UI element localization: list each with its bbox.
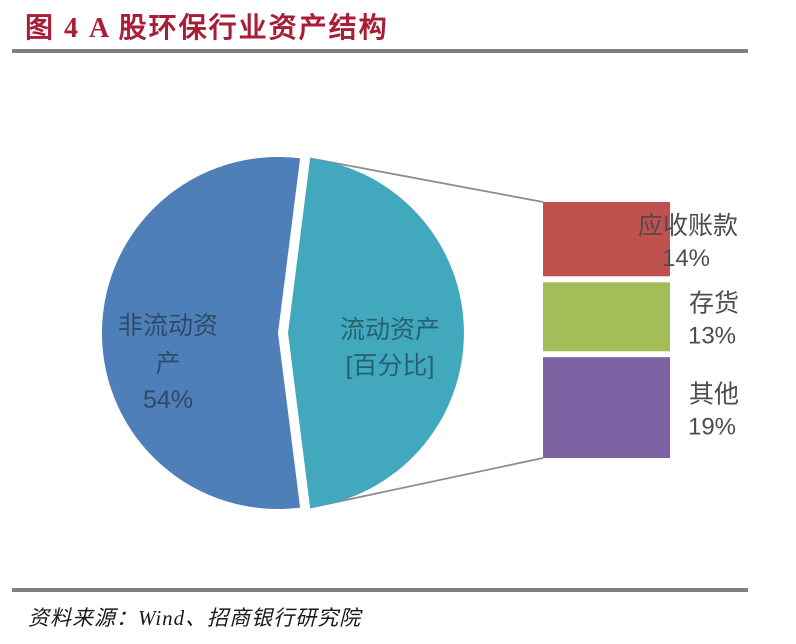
pie-label-non-current-value: 54% bbox=[143, 386, 193, 414]
breakdown-bar bbox=[543, 202, 670, 458]
title-divider bbox=[12, 49, 748, 53]
figure-title: 图 4 A 股环保行业资产结构 bbox=[25, 13, 389, 44]
pie-slice-non-current-assets bbox=[101, 157, 301, 510]
bar-label-value-accounts-receivable: 14% bbox=[662, 245, 710, 272]
breakdown-bar-labels: 应收账款 14% 存货 13% 其他 19% bbox=[638, 212, 739, 441]
pie-label-current-line1: 流动资产 bbox=[340, 316, 440, 344]
bar-label-name-accounts-receivable: 应收账款 bbox=[638, 212, 738, 240]
bar-label-name-inventory: 存货 bbox=[689, 290, 739, 318]
bar-label-value-other: 19% bbox=[688, 414, 736, 441]
bar-label-name-other: 其他 bbox=[689, 381, 739, 409]
connector-line-top bbox=[309, 157, 544, 203]
connector-line-bottom bbox=[309, 457, 544, 509]
pie-label-non-current-line2: 产 bbox=[155, 350, 180, 378]
source-note: 资料来源：Wind、招商银行研究院 bbox=[28, 606, 362, 630]
bar-segment-inventory bbox=[543, 282, 670, 352]
bar-segment-other bbox=[543, 357, 670, 458]
pie-slice-current-assets bbox=[288, 158, 464, 508]
bar-segment-accounts-receivable bbox=[543, 202, 670, 277]
footer-divider bbox=[12, 588, 748, 592]
pie-label-non-current-line1: 非流动资 bbox=[118, 312, 218, 340]
bar-label-value-inventory: 13% bbox=[688, 323, 736, 350]
pie-label-current-line2: [百分比] bbox=[346, 352, 435, 380]
